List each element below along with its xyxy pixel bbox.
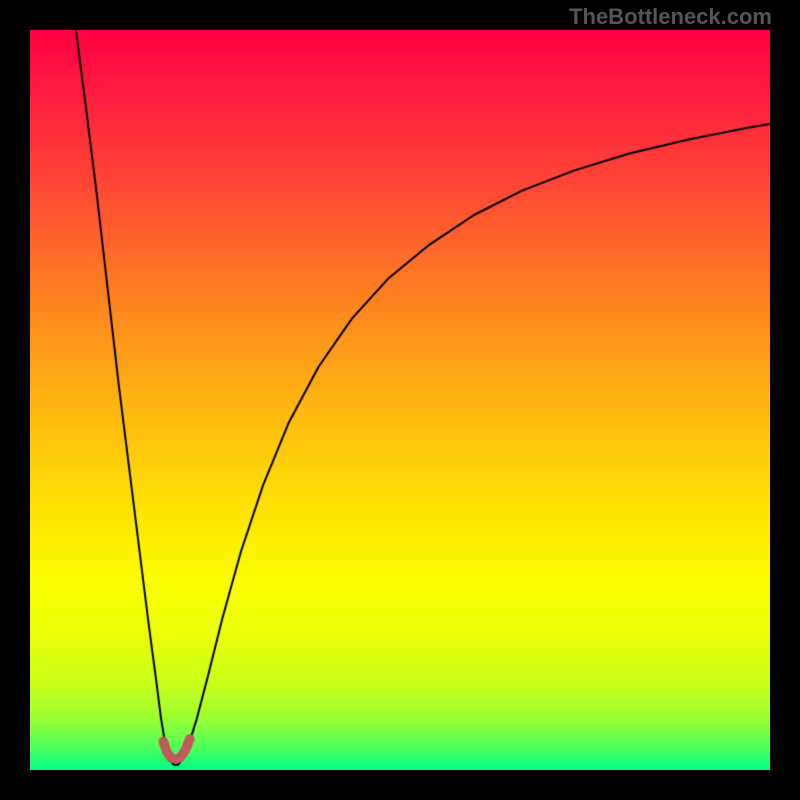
watermark-text: TheBottleneck.com xyxy=(569,4,772,30)
plot-area xyxy=(30,30,770,770)
bottleneck-curve-canvas xyxy=(30,30,770,770)
chart-root: TheBottleneck.com xyxy=(0,0,800,800)
